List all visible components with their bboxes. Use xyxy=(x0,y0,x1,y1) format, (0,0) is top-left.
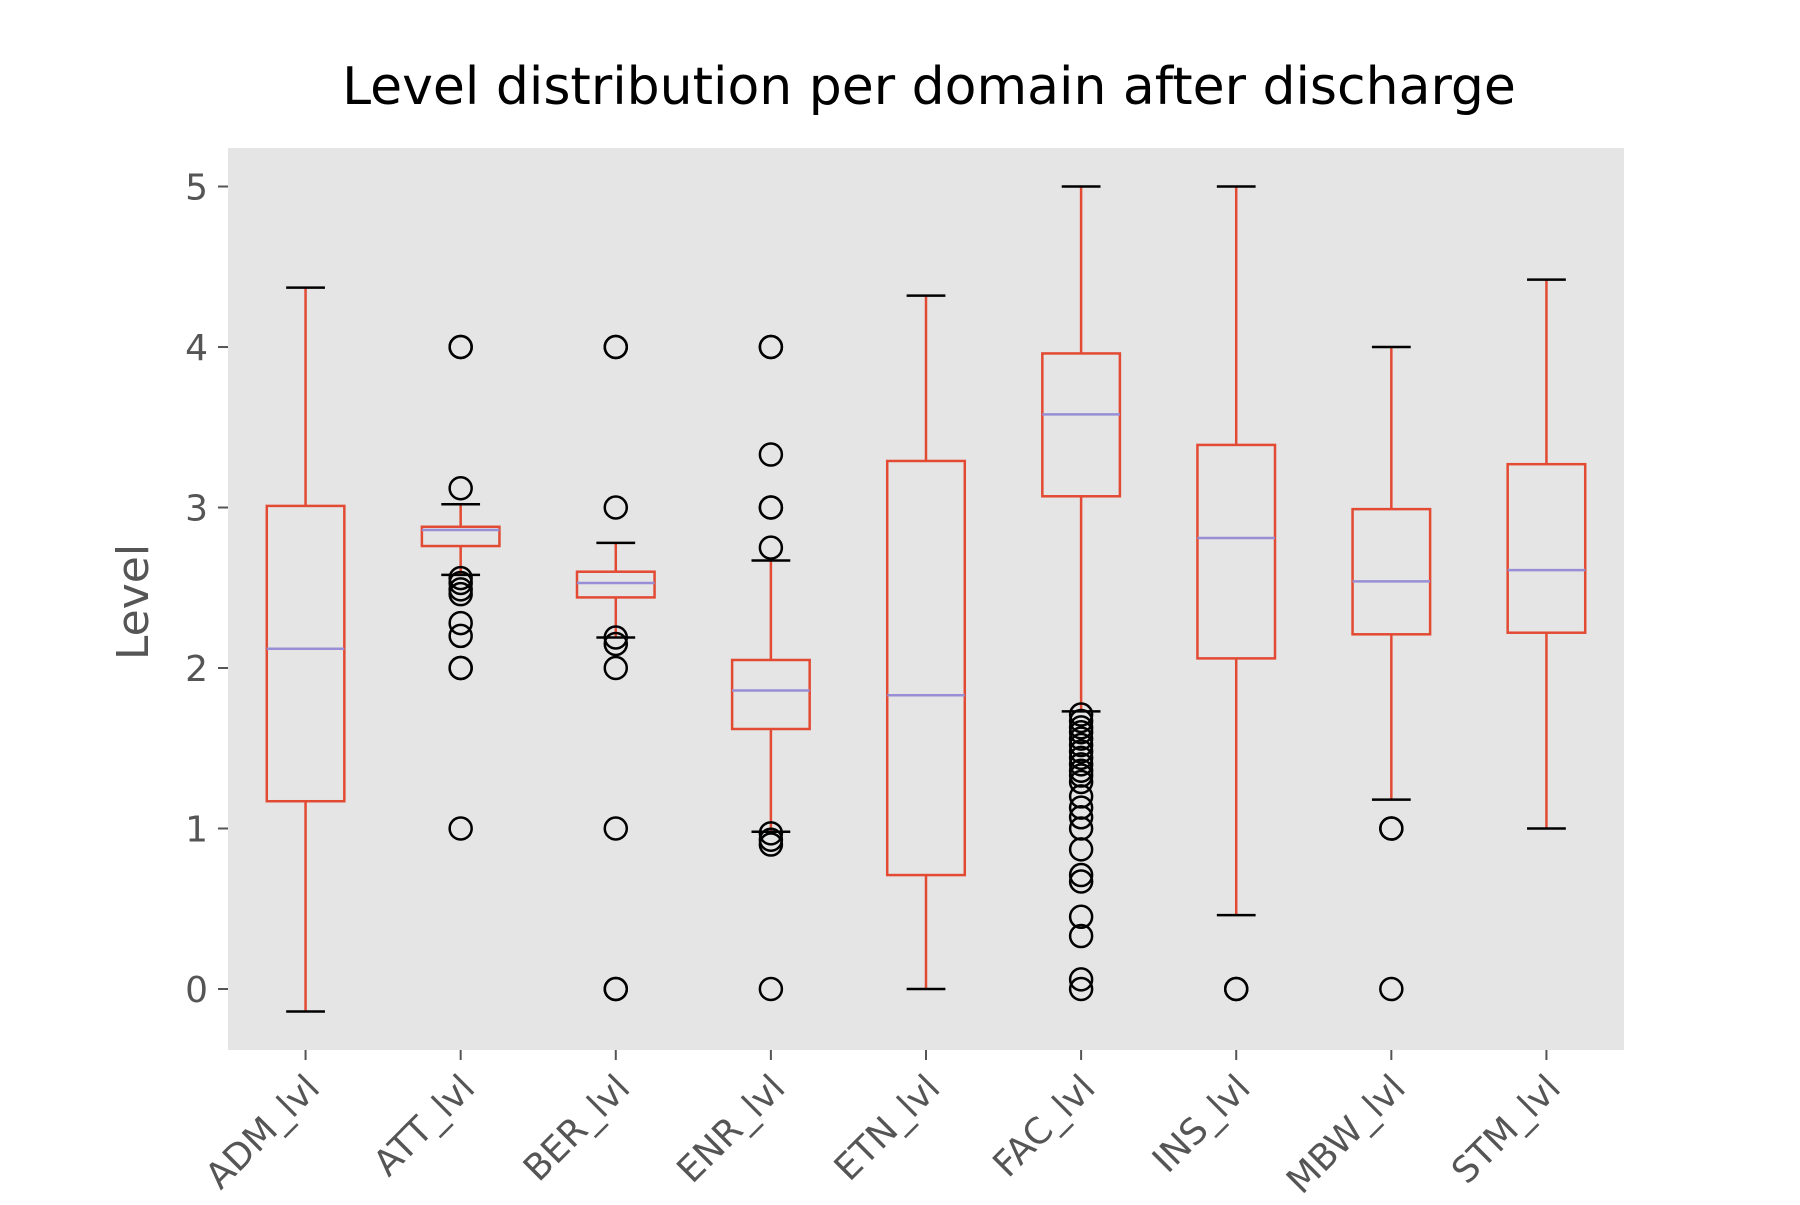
outlier-point xyxy=(1379,976,1404,1002)
outlier-point xyxy=(1068,726,1094,751)
outlier-point xyxy=(603,655,629,681)
outlier-point xyxy=(603,334,629,360)
y-tick-label: 2 xyxy=(185,649,208,690)
outlier-point xyxy=(1068,805,1094,830)
x-tick-label: STM_lvl xyxy=(1444,1067,1569,1192)
outlier-point xyxy=(603,625,629,650)
outlier-point xyxy=(758,821,784,846)
outlier-point xyxy=(448,816,473,841)
outlier-point xyxy=(1068,732,1094,758)
plot-area: 0 1 2 3 4 5 ADM_lvl ATT_lvl BER_lvl ENR_lvl ETN_lv… xyxy=(185,148,1624,1202)
outlier-point xyxy=(1068,904,1094,930)
outlier-point xyxy=(448,623,473,649)
outlier-point xyxy=(448,655,473,681)
outlier-point xyxy=(1068,869,1094,894)
x-tick-label: ETN_lvl xyxy=(827,1067,949,1189)
outlier-point xyxy=(1068,739,1094,764)
box-iqr xyxy=(885,459,967,877)
outlier-point xyxy=(758,535,784,560)
outlier-point xyxy=(448,610,473,636)
y-tick-label: 5 xyxy=(185,168,208,209)
outlier-point xyxy=(758,495,784,520)
outlier-point xyxy=(603,976,629,1002)
outlier-point xyxy=(1068,719,1094,745)
outlier-point xyxy=(448,334,473,360)
outlier-point xyxy=(758,976,784,1002)
outlier-point xyxy=(1068,862,1094,888)
box-iqr xyxy=(420,525,501,548)
outlier-point xyxy=(603,631,629,657)
outlier-point xyxy=(1068,745,1094,771)
outlier-point xyxy=(758,334,784,360)
box-iqr xyxy=(1041,352,1122,498)
y-tick-label: 0 xyxy=(185,970,208,1011)
x-tick-label: FAC_lvl xyxy=(985,1067,1103,1185)
y-tick-label: 1 xyxy=(185,810,208,851)
outlier-point xyxy=(448,581,473,607)
y-tick-label: 4 xyxy=(185,328,208,369)
outlier-point xyxy=(1068,702,1094,727)
outlier-point xyxy=(448,570,473,596)
box-iqr xyxy=(730,658,811,731)
y-tick-label: 3 xyxy=(185,489,208,530)
x-tick-label: ADM_lvl xyxy=(198,1067,328,1197)
box-iqr xyxy=(265,504,346,803)
outlier-point xyxy=(603,495,629,520)
box-iqr xyxy=(575,570,656,599)
x-tick-label: BER_lvl xyxy=(516,1067,638,1189)
chart-title: Level distribution per domain after disc… xyxy=(342,57,1516,117)
outlier-point xyxy=(1068,837,1094,862)
outlier-point xyxy=(1068,769,1094,795)
outlier-point xyxy=(758,832,784,857)
outlier-point xyxy=(758,442,784,467)
outlier-point xyxy=(1068,967,1094,992)
outlier-point xyxy=(1223,976,1249,1002)
outlier-point xyxy=(1068,708,1094,734)
y-axis-label: Level xyxy=(108,544,159,660)
x-tick-label: ENR_lvl xyxy=(670,1067,794,1191)
box-iqr xyxy=(1351,507,1432,636)
x-tick-label: INS_lvl xyxy=(1145,1067,1259,1181)
box-iqr xyxy=(1506,462,1587,634)
outlier-point xyxy=(1068,923,1094,949)
x-tick-label: MBW_lvl xyxy=(1279,1067,1414,1200)
outlier-point xyxy=(603,816,629,841)
box-iqr xyxy=(1196,443,1277,660)
outlier-point xyxy=(1379,816,1404,841)
outlier-point xyxy=(1068,752,1094,777)
outlier-point xyxy=(1068,976,1094,1002)
outlier-point xyxy=(448,476,473,501)
x-tick-label: ATT_lvl xyxy=(366,1067,483,1184)
